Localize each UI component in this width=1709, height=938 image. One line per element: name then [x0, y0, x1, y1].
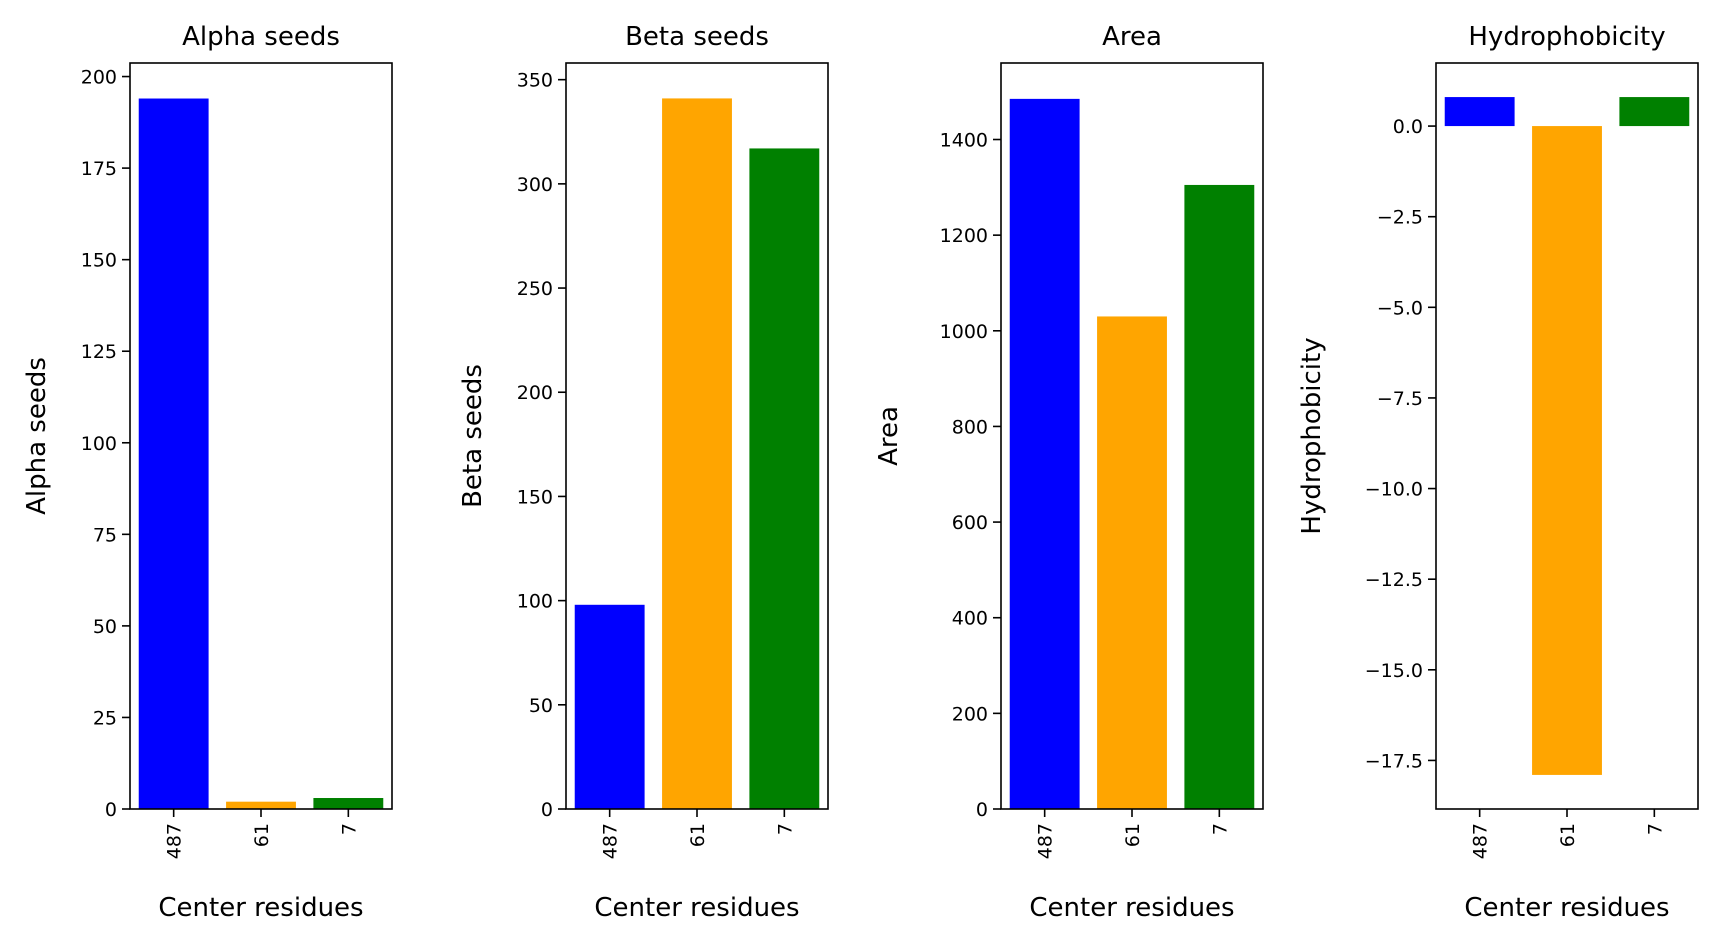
y-tick-label: 250 — [517, 278, 553, 300]
bar-61 — [662, 98, 732, 810]
bars-group — [138, 98, 384, 809]
y-tick-label: −5.0 — [1377, 297, 1423, 319]
chart-title: Alpha seeds — [182, 22, 340, 52]
y-ticks-group: 0.0 −2.5 −5.0 −7.5 −10.0 −12.5 −15.0 −17.5 — [1365, 116, 1436, 772]
y-tick-label: 200 — [952, 703, 988, 725]
x-tick-label: 487 — [600, 823, 622, 859]
y-axis-label: Hydrophobicity — [1297, 337, 1327, 534]
bar-487 — [574, 604, 645, 809]
y-ticks-group: 0 200 400 600 800 1000 1200 1400 — [940, 130, 1001, 821]
x-tick-label: 61 — [1557, 823, 1579, 847]
bar-7 — [1619, 97, 1690, 127]
y-tick-label: −12.5 — [1365, 569, 1423, 591]
y-axis-label: Alpha seeds — [22, 357, 52, 515]
plot-frame — [129, 62, 393, 810]
x-ticks-group: 487 61 7 — [1035, 809, 1231, 859]
y-tick-label: 50 — [529, 695, 553, 717]
x-tick-label: 61 — [687, 823, 709, 847]
bar-487 — [1009, 98, 1080, 810]
x-tick-label: 7 — [774, 823, 796, 835]
x-axis-label: Center residues — [1029, 893, 1234, 923]
y-tick-label: 350 — [517, 70, 553, 92]
panel-hydrophobicity: Hydrophobicity Hydrophobicity Center res… — [1297, 22, 1699, 923]
x-tick-label: 487 — [1470, 823, 1492, 859]
y-tick-label: 75 — [93, 524, 117, 546]
y-tick-label: 300 — [517, 174, 553, 196]
y-axis-label: Beta seeds — [458, 364, 488, 508]
y-tick-label: 100 — [81, 433, 117, 455]
bars-group — [1444, 97, 1690, 775]
bar-487 — [1444, 97, 1515, 127]
x-tick-label: 7 — [1644, 823, 1666, 835]
y-tick-label: 25 — [93, 707, 117, 729]
bars-group — [574, 98, 820, 810]
panel-beta-seeds: Beta seeds Beta seeds Center residues 0 5… — [458, 22, 829, 923]
y-tick-label: 0 — [976, 799, 988, 821]
chart-title: Area — [1102, 22, 1162, 52]
y-tick-label: 800 — [952, 416, 988, 438]
x-tick-label: 7 — [338, 823, 360, 835]
y-tick-label: 1000 — [940, 321, 988, 343]
y-tick-label: −7.5 — [1377, 388, 1423, 410]
plot-frame — [1435, 62, 1699, 810]
bars-group — [1009, 98, 1255, 810]
y-tick-label: 100 — [517, 591, 553, 613]
x-ticks-group: 487 61 7 — [164, 809, 360, 859]
y-tick-label: −2.5 — [1377, 207, 1423, 229]
x-tick-label: 487 — [164, 823, 186, 859]
y-tick-label: 50 — [93, 616, 117, 638]
x-tick-label: 61 — [251, 823, 273, 847]
bar-7 — [1184, 184, 1255, 809]
bar-61 — [1532, 126, 1602, 775]
y-axis-label: Area — [874, 406, 904, 466]
bar-7 — [313, 798, 384, 809]
y-tick-label: 200 — [81, 67, 117, 89]
y-tick-label: 600 — [952, 512, 988, 534]
x-tick-label: 487 — [1035, 823, 1057, 859]
y-tick-label: −15.0 — [1365, 660, 1423, 682]
x-axis-label: Center residues — [594, 893, 799, 923]
x-ticks-group: 487 61 7 — [600, 809, 796, 859]
bar-61 — [226, 801, 296, 809]
y-tick-label: 0 — [105, 799, 117, 821]
panel-alpha-seeds: Alpha seeds Alpha seeds Center residues … — [22, 22, 393, 923]
y-tick-label: 175 — [81, 158, 117, 180]
bar-7 — [749, 148, 820, 809]
y-ticks-group: 0 50 100 150 200 250 300 350 — [517, 70, 566, 821]
chart-title: Beta seeds — [625, 22, 769, 52]
plot-frame — [1000, 62, 1264, 810]
y-tick-label: −10.0 — [1365, 479, 1423, 501]
y-tick-label: 400 — [952, 608, 988, 630]
y-tick-label: 0.0 — [1393, 116, 1423, 138]
x-ticks-group: 487 61 7 — [1470, 809, 1666, 859]
plot-frame — [565, 62, 829, 810]
y-tick-label: −17.5 — [1365, 750, 1423, 772]
y-tick-label: 200 — [517, 382, 553, 404]
bar-487 — [138, 98, 209, 809]
y-tick-label: 125 — [81, 341, 117, 363]
y-tick-label: 1400 — [940, 130, 988, 152]
x-axis-label: Center residues — [158, 893, 363, 923]
y-tick-label: 1200 — [940, 225, 988, 247]
y-tick-label: 0 — [541, 799, 553, 821]
y-tick-label: 150 — [517, 486, 553, 508]
panel-area: Area Area Center residues 0 200 400 600 800 1… — [874, 22, 1264, 923]
bar-61 — [1097, 316, 1167, 809]
y-tick-label: 150 — [81, 250, 117, 272]
chart-title: Hydrophobicity — [1468, 22, 1665, 52]
y-ticks-group: 0 25 50 75 100 125 150 175 200 — [81, 67, 130, 821]
x-axis-label: Center residues — [1464, 893, 1669, 923]
x-tick-label: 61 — [1122, 823, 1144, 847]
x-tick-label: 7 — [1209, 823, 1231, 835]
